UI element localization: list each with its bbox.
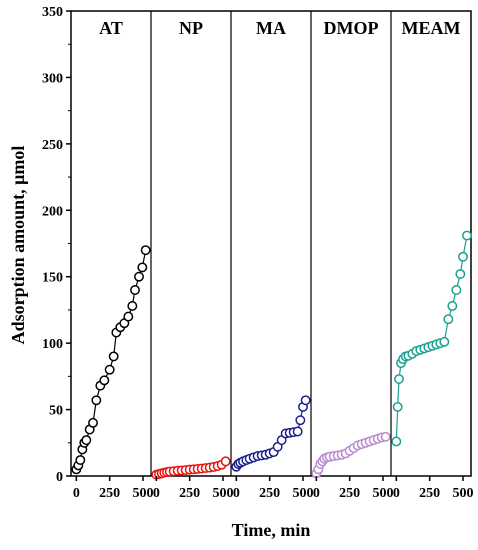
y-tick-label: 100 bbox=[42, 337, 63, 352]
panel-meam: MEAM bbox=[390, 11, 472, 476]
series-line-meam bbox=[395, 235, 468, 442]
data-point bbox=[123, 311, 134, 322]
data-point bbox=[81, 435, 92, 446]
data-point bbox=[137, 262, 148, 273]
data-point bbox=[220, 456, 231, 467]
panel-title: MEAM bbox=[402, 18, 461, 38]
x-tick-label: 500 bbox=[133, 486, 154, 501]
y-tick-label: 0 bbox=[56, 470, 63, 485]
x-tick-label: 0 bbox=[73, 486, 80, 501]
data-point bbox=[127, 300, 138, 311]
x-tick-label: 0 bbox=[153, 486, 160, 501]
chart-panels: AT NP MA DMOP MEAM bbox=[70, 10, 472, 480]
data-point bbox=[443, 314, 454, 325]
x-tick-label: 500 bbox=[293, 486, 314, 501]
data-point bbox=[295, 415, 306, 426]
data-point bbox=[391, 436, 402, 447]
x-axis: 0 250 500 0 250 500 0 250 500 0 250 500 0 250 500 bbox=[73, 476, 474, 501]
x-tick-label: 250 bbox=[259, 486, 280, 501]
data-point bbox=[75, 455, 86, 466]
data-point bbox=[458, 251, 468, 262]
y-tick-label: 150 bbox=[42, 271, 63, 286]
data-point bbox=[462, 230, 472, 241]
panel-at: AT bbox=[71, 18, 151, 475]
y-axis: 0 50 100 150 200 250 300 350 bbox=[42, 5, 71, 485]
x-tick-label: 0 bbox=[233, 486, 240, 501]
plot-frame bbox=[70, 10, 472, 477]
data-point bbox=[394, 374, 404, 384]
panel-title: AT bbox=[99, 18, 123, 38]
data-point bbox=[447, 300, 458, 311]
panel-title: NP bbox=[179, 18, 203, 38]
y-tick-label: 350 bbox=[42, 5, 63, 20]
panel-dmop: DMOP bbox=[310, 11, 391, 479]
data-point bbox=[380, 431, 391, 442]
x-tick-label: 500 bbox=[453, 486, 474, 501]
x-tick-label: 500 bbox=[213, 486, 234, 501]
data-point bbox=[134, 271, 144, 282]
x-tick-label: 500 bbox=[373, 486, 394, 501]
data-point bbox=[292, 426, 303, 437]
x-tick-label: 250 bbox=[99, 486, 120, 501]
data-point bbox=[130, 285, 140, 295]
y-axis-label: Adsorption amount, μmol bbox=[8, 146, 28, 345]
panel-title: DMOP bbox=[324, 18, 379, 38]
data-point bbox=[300, 395, 311, 406]
panel-np: NP bbox=[150, 11, 231, 480]
data-point bbox=[108, 351, 119, 362]
data-point bbox=[88, 417, 98, 428]
data-point bbox=[439, 336, 450, 347]
data-point bbox=[392, 401, 403, 412]
panel-title: MA bbox=[256, 18, 286, 38]
y-tick-label: 250 bbox=[42, 138, 63, 153]
data-point bbox=[451, 285, 462, 295]
x-tick-label: 0 bbox=[393, 486, 400, 501]
y-tick-label: 50 bbox=[49, 404, 63, 419]
y-tick-label: 300 bbox=[42, 71, 63, 86]
data-point bbox=[455, 269, 466, 280]
x-tick-label: 250 bbox=[339, 486, 360, 501]
x-tick-label: 250 bbox=[179, 486, 200, 501]
x-axis-label: Time, min bbox=[232, 520, 311, 540]
data-point bbox=[140, 245, 151, 256]
y-tick-label: 200 bbox=[42, 204, 63, 219]
data-point bbox=[104, 364, 115, 375]
data-point bbox=[99, 375, 110, 386]
panel-ma: MA bbox=[230, 11, 311, 476]
data-point bbox=[91, 395, 102, 406]
x-tick-label: 0 bbox=[313, 486, 320, 501]
x-tick-label: 250 bbox=[419, 486, 440, 501]
